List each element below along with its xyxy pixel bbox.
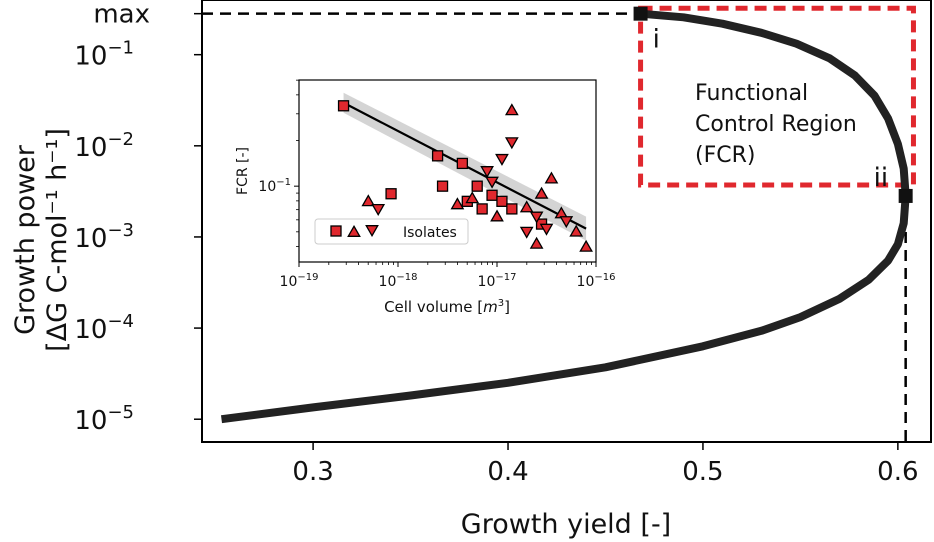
inset-x-tick-label: 10−19 bbox=[280, 272, 319, 290]
max-tick-label: max bbox=[93, 0, 150, 30]
x-tick-label: 0.4 bbox=[487, 457, 528, 487]
legend-marker-square bbox=[330, 225, 342, 237]
inset-y-ticks: 10−1 bbox=[258, 79, 299, 247]
isolate-point-triangle-up bbox=[361, 194, 376, 207]
main-chart: max iii 0.3 0.4 0.5 0.6 10−510−410−310−210−… bbox=[10, 0, 932, 540]
inset-x-tick-label: 10−18 bbox=[379, 272, 418, 290]
y-axis-label-line2: [ΔG C-mol⁻¹ h⁻¹] bbox=[42, 128, 73, 352]
isolate-point-triangle-up bbox=[450, 197, 465, 210]
legend-marker-triangle-down bbox=[365, 225, 379, 238]
isolate-point-triangle-up bbox=[519, 200, 534, 213]
inset-points bbox=[337, 100, 593, 252]
legend-box bbox=[314, 218, 469, 245]
inset-y-tick-label: 10−1 bbox=[258, 177, 291, 195]
inset-x-tick-label: 10−16 bbox=[577, 272, 616, 290]
isolate-point-triangle-up bbox=[579, 239, 593, 252]
isolate-point-triangle-up bbox=[504, 103, 519, 116]
x-tick-label: 0.5 bbox=[682, 457, 723, 487]
isolate-point-triangle-up bbox=[544, 171, 559, 184]
y-tick-label: 10−5 bbox=[74, 402, 134, 436]
legend-markers bbox=[330, 224, 379, 238]
isolate-point-triangle-down bbox=[529, 211, 544, 224]
isolate-point-triangle-up bbox=[569, 224, 584, 237]
inset-x-ticks: 10−19 10−18 10−17 10−16 bbox=[280, 262, 616, 290]
y-axis-label-line1: Growth power bbox=[10, 144, 41, 335]
isolate-point-triangle-down bbox=[480, 166, 494, 179]
point-marker-i bbox=[633, 6, 648, 21]
isolate-point-square bbox=[476, 203, 488, 215]
inset-plot-frame bbox=[298, 79, 597, 263]
main-y-ticks: 10−5 10−4 10−3 10−2 10−1 bbox=[74, 38, 202, 436]
fcr-label-line3: (FCR) bbox=[695, 143, 755, 168]
isolate-point-triangle-down bbox=[485, 176, 499, 189]
y-tick-label: 10−2 bbox=[74, 129, 134, 163]
isolate-point-square bbox=[385, 188, 397, 200]
isolate-point-square bbox=[496, 195, 508, 207]
isolate-point-square bbox=[436, 180, 449, 192]
isolate-point-square bbox=[471, 180, 483, 192]
isolate-point-square bbox=[486, 189, 498, 201]
x-tick-label: 0.3 bbox=[292, 457, 333, 487]
isolate-point-triangle-down bbox=[495, 153, 509, 166]
main-y-axis-label: Growth power [ΔG C-mol⁻¹ h⁻¹] bbox=[10, 128, 73, 352]
inset-x-tick-label: 10−17 bbox=[478, 272, 517, 290]
fcr-region bbox=[638, 5, 916, 188]
isolate-point-triangle-down bbox=[371, 203, 386, 216]
point-marker-ii bbox=[898, 188, 913, 203]
isolate-point-triangle-down bbox=[504, 137, 519, 150]
legend-marker-triangle-up bbox=[347, 224, 361, 237]
isolate-point-triangle-down bbox=[519, 226, 534, 239]
y-tick-label: 10−3 bbox=[74, 220, 134, 254]
point-label-i: i bbox=[653, 25, 660, 55]
isolate-point-square bbox=[506, 203, 518, 215]
isolate-point-square bbox=[431, 150, 444, 162]
main-x-axis-label: Growth yield [-] bbox=[461, 509, 671, 540]
growth-curve bbox=[220, 9, 910, 424]
legend-label: Isolates bbox=[403, 225, 457, 241]
isolate-point-square bbox=[337, 100, 350, 112]
inset-legend: Isolates bbox=[314, 218, 469, 245]
fcr-label-line1: Functional bbox=[695, 81, 808, 106]
inset-x-axis-label: Cell volume [m3] bbox=[384, 298, 510, 316]
max-guides: max bbox=[93, 0, 907, 442]
inset-chart: 10−19 10−18 10−17 10−16 10−1 Cell volume [m… bbox=[235, 79, 616, 316]
main-plot-frame bbox=[201, 0, 932, 443]
isolate-point-triangle-up bbox=[529, 236, 544, 249]
inset-y-axis-label: FCR [-] bbox=[235, 147, 251, 195]
isolate-point-square bbox=[456, 157, 469, 170]
isolate-point-triangle-down bbox=[539, 223, 554, 236]
isolate-point-triangle-up bbox=[490, 209, 504, 222]
fcr-box bbox=[638, 5, 916, 188]
fcr-label-line2: Control Region bbox=[695, 112, 857, 137]
y-tick-label: 10−1 bbox=[74, 38, 134, 72]
isolate-point-triangle-up bbox=[465, 191, 480, 204]
isolate-point-triangle-up bbox=[534, 186, 549, 199]
isolate-point-triangle-down bbox=[559, 216, 574, 229]
main-x-ticks: 0.3 0.4 0.5 0.6 bbox=[292, 442, 919, 487]
point-label-ii: ii bbox=[874, 163, 888, 193]
curve-points: iii bbox=[633, 6, 913, 203]
x-tick-label: 0.6 bbox=[877, 457, 918, 487]
y-tick-label: 10−4 bbox=[74, 311, 134, 345]
